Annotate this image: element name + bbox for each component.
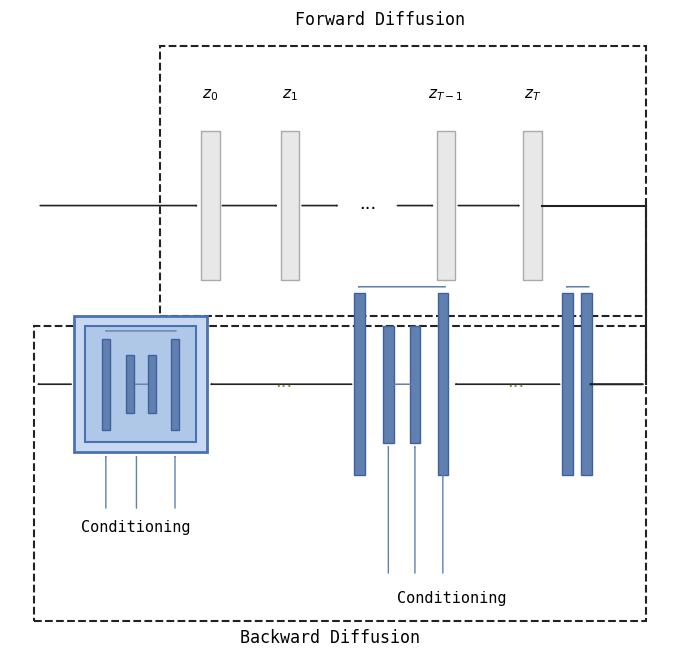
Text: $z_0$: $z_0$ [202,88,218,103]
Bar [581,293,592,475]
Text: Conditioning: Conditioning [397,591,507,606]
Bar [410,326,420,443]
Bar [563,293,573,475]
Bar [149,355,156,413]
Text: $z_{T-1}$: $z_{T-1}$ [429,88,464,103]
Text: $z_1$: $z_1$ [282,88,298,103]
Bar [126,355,134,413]
Bar [160,47,645,316]
Bar [383,326,394,443]
Bar [171,339,179,430]
Bar [201,131,219,280]
Bar [34,326,645,621]
Text: Conditioning: Conditioning [81,520,190,535]
Bar [281,131,299,280]
Bar [85,326,197,442]
Text: $z_T$: $z_T$ [524,88,541,103]
Text: Backward Diffusion: Backward Diffusion [240,628,420,647]
Text: ...: ... [507,373,524,392]
Bar [437,293,448,475]
Bar [102,339,110,430]
Text: ...: ... [275,373,292,392]
Bar [74,316,207,453]
Bar [524,131,542,280]
Text: Forward Diffusion: Forward Diffusion [295,11,464,30]
Text: ...: ... [359,195,377,213]
Bar [437,131,456,280]
Bar [355,293,365,475]
